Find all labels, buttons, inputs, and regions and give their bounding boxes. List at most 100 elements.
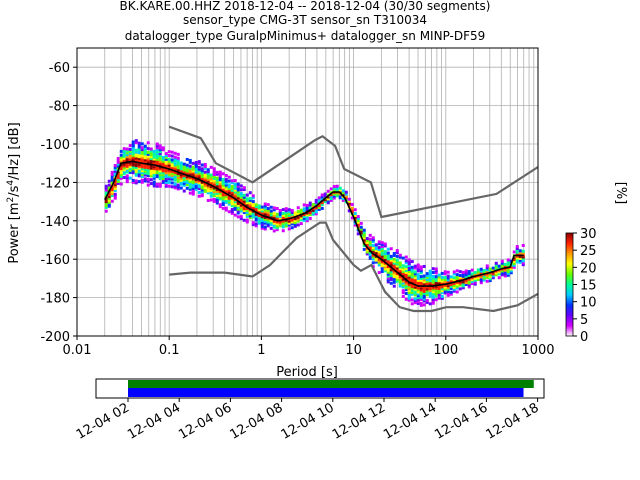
density-cell (158, 161, 162, 165)
density-cell (407, 285, 411, 289)
density-cell (242, 197, 246, 201)
density-cell (452, 287, 456, 291)
density-cell (107, 187, 111, 191)
density-cell (134, 154, 138, 158)
density-cell (122, 172, 126, 176)
density-cell (443, 277, 447, 281)
density-cell (338, 186, 342, 190)
colorbar-tick-label: 0 (580, 330, 588, 345)
density-cell (449, 283, 453, 287)
density-cell (134, 171, 138, 175)
density-cell (401, 268, 405, 272)
density-cell (107, 195, 111, 199)
density-cell (113, 167, 117, 171)
density-cell (227, 198, 231, 202)
density-cell (410, 286, 414, 290)
density-cell (203, 164, 207, 168)
density-cell (185, 171, 189, 175)
density-cell (434, 267, 438, 271)
density-cell (152, 155, 156, 159)
density-cell (404, 267, 408, 271)
density-cell (362, 244, 366, 248)
density-cell (320, 197, 324, 201)
density-cell (197, 187, 201, 191)
density-cell (167, 180, 171, 184)
density-cell (332, 194, 336, 198)
density-cell (302, 203, 306, 207)
density-cell (449, 277, 453, 281)
density-cell (176, 179, 180, 183)
density-cell (170, 150, 174, 154)
density-cell (269, 215, 273, 219)
density-cell (461, 276, 465, 280)
y-tick-label: -160 (40, 253, 70, 268)
density-cell (518, 260, 522, 264)
density-cell (125, 174, 129, 178)
density-cell (149, 159, 153, 163)
density-cell (263, 206, 267, 210)
density-cell (278, 209, 282, 213)
density-cell (200, 175, 204, 179)
density-cell (413, 291, 417, 295)
y-tick-label: -140 (40, 215, 70, 230)
density-cell (380, 264, 384, 268)
density-cell (380, 243, 384, 247)
density-cell (269, 226, 273, 230)
density-cell (356, 232, 360, 236)
density-cell (404, 286, 408, 290)
density-cell (224, 195, 228, 199)
density-cell (173, 163, 177, 167)
density-cell (455, 280, 459, 284)
density-cell (386, 255, 390, 259)
density-cell (194, 164, 198, 168)
density-cell (272, 219, 276, 223)
density-cell (500, 265, 504, 269)
density-cell (440, 289, 444, 293)
density-cell (383, 252, 387, 256)
density-cell (155, 146, 159, 150)
density-cell (383, 250, 387, 254)
density-cell (260, 219, 264, 223)
density-cell (107, 193, 111, 197)
density-cell (212, 188, 216, 192)
density-cell (413, 270, 417, 274)
density-cell (350, 206, 354, 210)
density-cell (245, 210, 249, 214)
density-cell (206, 177, 210, 181)
density-cell (257, 214, 261, 218)
density-cell (176, 158, 180, 162)
density-cell (329, 197, 333, 201)
density-cell (386, 266, 390, 270)
density-cell (170, 185, 174, 189)
density-cell (419, 294, 423, 298)
density-cell (506, 258, 510, 262)
density-cell (215, 180, 219, 184)
density-cell (404, 276, 408, 280)
density-cell (374, 247, 378, 251)
density-cell (230, 186, 234, 190)
density-cell (215, 172, 219, 176)
density-cell (173, 165, 177, 169)
density-cell (167, 173, 171, 177)
density-cell (185, 186, 189, 190)
density-cell (194, 182, 198, 186)
density-cell (428, 302, 432, 306)
density-cell (110, 190, 114, 194)
density-cell (263, 204, 267, 208)
density-cell (458, 270, 462, 274)
density-cell (275, 228, 279, 232)
density-cell (494, 273, 498, 277)
density-cell (437, 285, 441, 289)
density-cell (392, 257, 396, 261)
density-cell (452, 281, 456, 285)
density-cell (323, 194, 327, 198)
density-cell (368, 255, 372, 259)
density-cell (449, 279, 453, 283)
density-cell (152, 174, 156, 178)
density-cell (128, 149, 132, 153)
density-cell (137, 162, 141, 166)
density-cell (479, 275, 483, 279)
density-cell (446, 276, 450, 280)
density-cell (380, 252, 384, 256)
density-cell (245, 197, 249, 201)
